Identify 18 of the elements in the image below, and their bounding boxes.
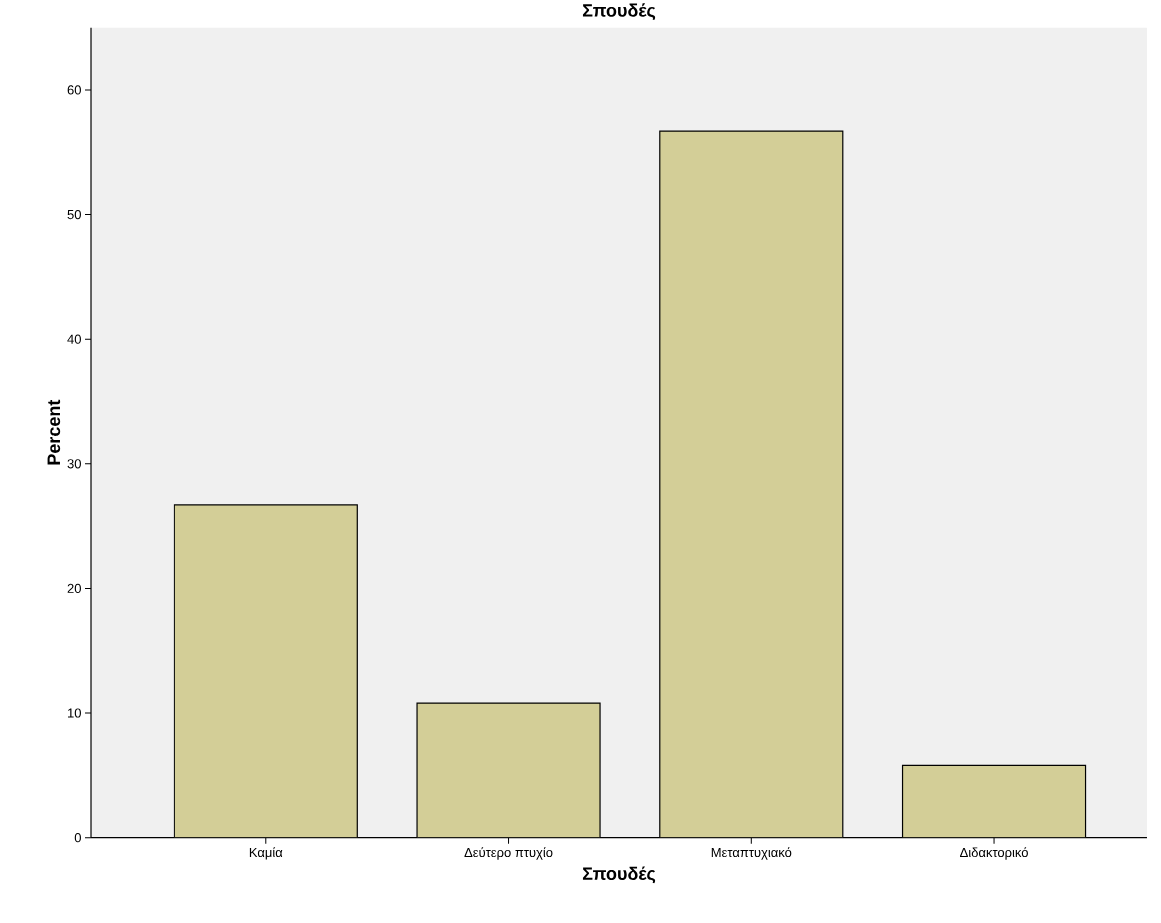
- y-tick-label: 60: [67, 85, 81, 95]
- y-tick-label: 20: [67, 583, 81, 594]
- chart-title: Σπουδές: [582, 3, 656, 21]
- x-tick-label: Μεταπτυχιακό: [711, 847, 792, 860]
- bar: [174, 505, 358, 838]
- y-tick-label: 50: [67, 210, 81, 220]
- bar: [901, 764, 1087, 838]
- bar: [659, 131, 843, 838]
- x-axis-title: Σπουδές: [582, 866, 656, 884]
- y-axis-title: Percent: [47, 400, 61, 465]
- y-tick-label: 0: [74, 833, 81, 843]
- x-tick-label: Δεύτερο πτυχίο: [464, 847, 553, 860]
- bar: [417, 703, 601, 838]
- y-tick-label: 40: [67, 334, 81, 344]
- x-tick-label: Διδακτορικό: [960, 847, 1028, 860]
- x-tick-label: Καμία: [249, 847, 283, 860]
- y-tick-label: 10: [68, 708, 81, 718]
- y-tick-label: 30: [67, 459, 81, 469]
